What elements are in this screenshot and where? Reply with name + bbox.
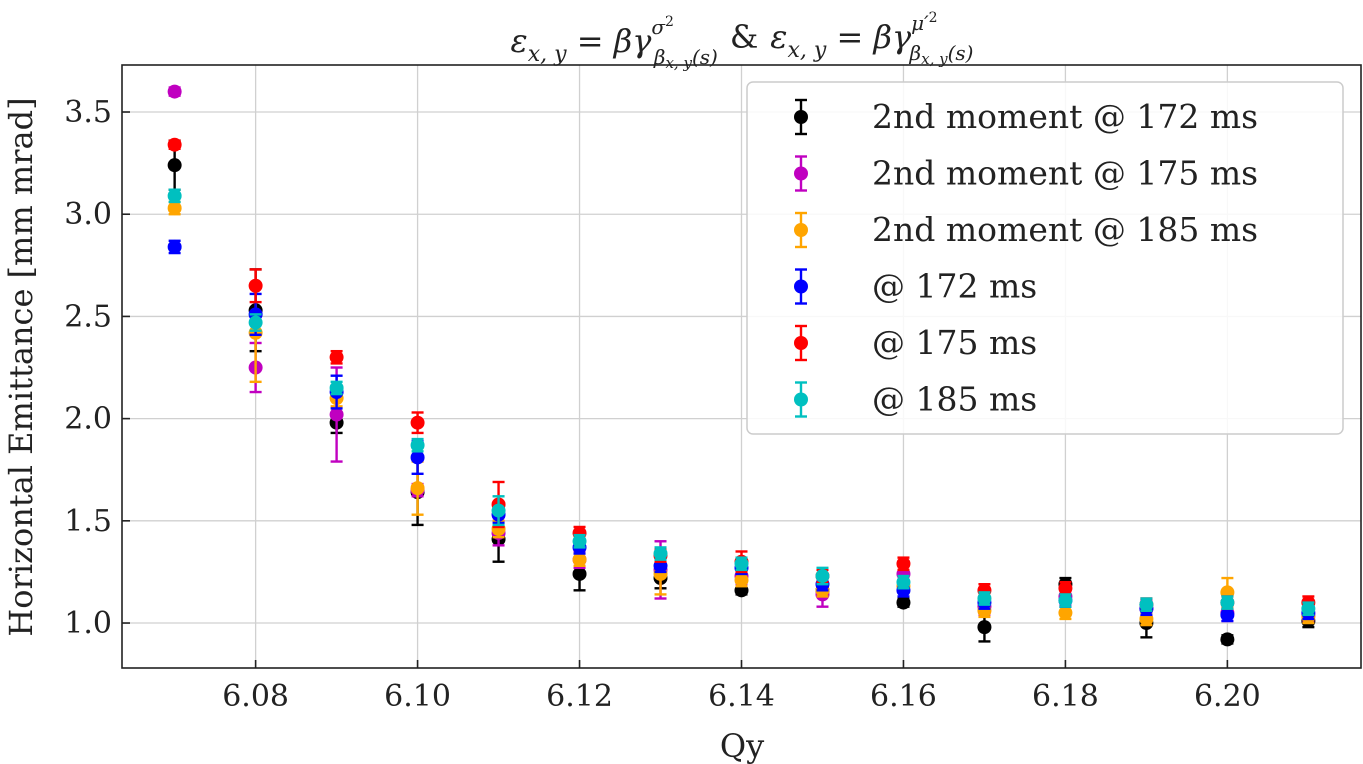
data-point [491,503,506,518]
data-point [1058,605,1073,620]
legend-entry: @ 175 ms [794,323,1037,362]
data-point [248,315,263,330]
data-point [1139,597,1154,612]
data-point [410,481,425,496]
data-point [167,188,182,203]
y-tick-label: 1.5 [64,504,112,539]
data-point [1220,632,1235,647]
data-point [1058,593,1073,608]
x-tick-label: 6.10 [384,679,451,714]
data-point [653,546,668,561]
series-5 [167,188,1316,617]
data-point [410,415,425,430]
y-tick-label: 1.0 [64,606,112,641]
legend-label: 2nd moment @ 175 ms [872,154,1258,193]
x-tick-label: 6.18 [1032,679,1099,714]
data-point [410,438,425,453]
data-point [734,573,749,588]
data-point [167,239,182,254]
legend-entry: @ 185 ms [794,380,1037,419]
y-tick-label: 3.0 [64,197,112,232]
data-point [167,84,182,99]
data-point [329,407,344,422]
data-point [329,350,344,365]
data-point [410,450,425,465]
y-axis-label: Horizontal Emittance [mm mrad] [2,97,40,636]
y-tick-label: 2.0 [64,402,112,437]
data-point [167,137,182,152]
data-point [734,556,749,571]
x-tick-label: 6.12 [546,679,613,714]
data-point [572,552,587,567]
data-point [248,278,263,293]
legend-marker [794,336,808,350]
legend-entry: 2nd moment @ 185 ms [794,210,1258,249]
legend-label: 2nd moment @ 185 ms [872,210,1258,249]
legend-label: 2nd moment @ 172 ms [872,97,1258,136]
legend-entry: 2nd moment @ 172 ms [794,97,1258,136]
legend-marker [794,166,808,181]
legend-entry: @ 172 ms [794,267,1037,306]
legend-label: @ 185 ms [872,380,1037,419]
data-point [977,591,992,606]
y-tick-label: 3.5 [64,95,112,130]
x-tick-label: 6.14 [708,679,775,714]
legend-label: @ 172 ms [872,267,1037,306]
data-point [977,620,992,635]
data-point [572,534,587,549]
data-point [1220,607,1235,622]
data-point [815,569,830,584]
data-point [896,556,911,571]
data-point [572,566,587,581]
data-point [329,380,344,395]
data-point [167,158,182,173]
legend-box [746,81,1344,435]
legend: 2nd moment @ 172 ms 2nd moment @ 175 ms 2n… [746,81,1344,435]
y-tick-label: 2.5 [64,299,112,334]
data-point [1301,601,1316,616]
legend-label: @ 175 ms [872,323,1037,362]
data-marks [167,84,1316,647]
x-tick-label: 6.16 [870,679,937,714]
data-point [896,575,911,590]
legend-entry: 2nd moment @ 175 ms [794,154,1258,193]
x-tick-label: 6.08 [222,679,289,714]
legend-marker [794,223,808,237]
legend-marker [794,110,808,124]
legend-marker [794,279,808,294]
data-point [167,201,182,216]
data-point [1058,581,1073,596]
data-point [1220,595,1235,610]
x-tick-label: 6.20 [1194,679,1261,714]
axis-ticks: 6.08 6.10 6.12 6.14 6.16 6.18 6.20 1.0 1.5 2.0 2.5… [64,95,1260,714]
legend-marker [794,392,808,407]
chart-title: εx, y = βγσ2 βx, y(s)& εx, y = βγμ′2 βx, y(… [511,10,974,72]
data-point [896,595,911,610]
x-axis-label: Qy [720,727,764,764]
